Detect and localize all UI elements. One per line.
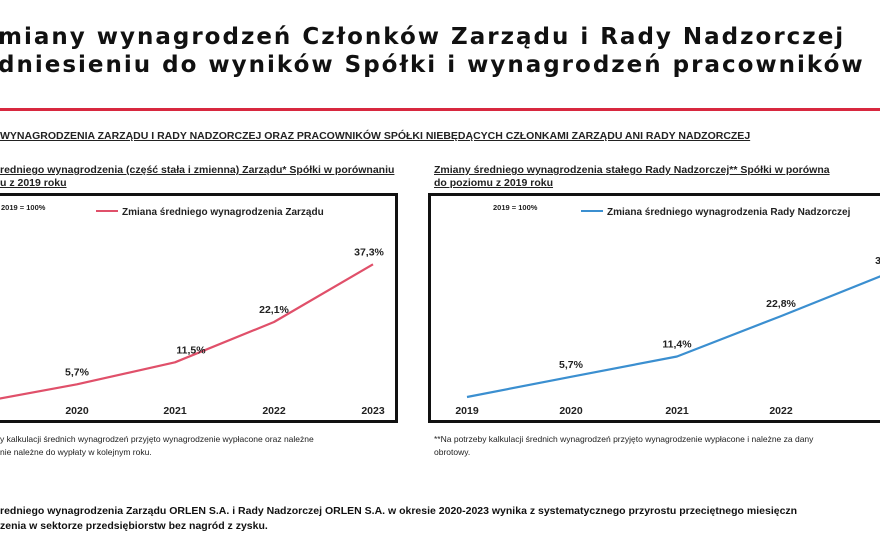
x-tick-label: 2022 bbox=[769, 405, 793, 417]
x-tick-label: 2021 bbox=[163, 405, 187, 417]
data-label: 37,3% bbox=[354, 246, 384, 258]
left-chart: 2019 = 100% Zmiana średniego wynagrodzeni… bbox=[0, 203, 385, 417]
data-label: 22,8% bbox=[766, 298, 796, 310]
data-label: 11,5% bbox=[176, 344, 206, 356]
data-label: 5,7% bbox=[65, 366, 90, 378]
legend-label: Zmiana średniego wynagrodzenia Rady Nadz… bbox=[607, 207, 851, 218]
x-tick-label: 2020 bbox=[559, 405, 583, 417]
left-footnote-line2: nie należne do wypłaty w kolejnym roku. bbox=[0, 447, 152, 457]
page-title-line2: dniesieniu do wyników Spółki i wynagrodz… bbox=[0, 52, 865, 78]
x-tick-label: 2019 bbox=[455, 405, 479, 417]
data-label: 35 bbox=[875, 255, 880, 267]
page-title-line1: miany wynagrodzeń Członków Zarządu i Rad… bbox=[0, 24, 846, 50]
baseline-note: 2019 = 100% bbox=[1, 203, 46, 212]
x-tick-label: 2020 bbox=[65, 405, 89, 417]
summary-line2: zenia w sektorze przedsiębiorstw bez nag… bbox=[0, 520, 268, 532]
header-divider bbox=[0, 108, 880, 111]
right-chart-subtitle-line2: do poziomu z 2019 roku bbox=[434, 177, 554, 189]
series-line bbox=[0, 263, 374, 400]
x-tick-label: 2023 bbox=[361, 405, 385, 417]
left-footnote-line1: y kalkulacji średnich wynagrodzeń przyję… bbox=[0, 434, 314, 444]
data-label: 5,7% bbox=[559, 359, 584, 371]
summary-line1: redniego wynagrodzenia Zarządu ORLEN S.A… bbox=[0, 505, 798, 517]
x-tick-label: 2021 bbox=[665, 405, 689, 417]
x-tick-label: 2022 bbox=[262, 405, 286, 417]
left-chart-subtitle-line2: u z 2019 roku bbox=[0, 177, 67, 189]
series-line bbox=[466, 275, 880, 399]
right-footnote-line1: **Na potrzeby kalkulacji średnich wynagr… bbox=[434, 434, 814, 444]
legend-label: Zmiana średniego wynagrodzenia Zarządu bbox=[122, 207, 324, 218]
left-chart-frame: 2019 = 100% Zmiana średniego wynagrodzeni… bbox=[0, 193, 398, 423]
right-chart: 2019 = 100% Zmiana średniego wynagrodzeni… bbox=[455, 203, 880, 417]
data-label: 11,4% bbox=[662, 339, 692, 351]
section-title: WYNAGRODZENIA ZARZĄDU I RADY NADZORCZEJ … bbox=[0, 130, 751, 142]
right-footnote-line2: obrotowy. bbox=[434, 447, 471, 457]
right-chart-subtitle-line1: Zmiany średniego wynagrodzenia stałego R… bbox=[434, 164, 830, 176]
right-chart-frame: 2019 = 100% Zmiana średniego wynagrodzeni… bbox=[428, 193, 880, 423]
left-chart-subtitle-line1: redniego wynagrodzenia (część stała i zm… bbox=[0, 164, 395, 176]
baseline-note: 2019 = 100% bbox=[493, 203, 538, 212]
data-label: 22,1% bbox=[259, 304, 289, 316]
